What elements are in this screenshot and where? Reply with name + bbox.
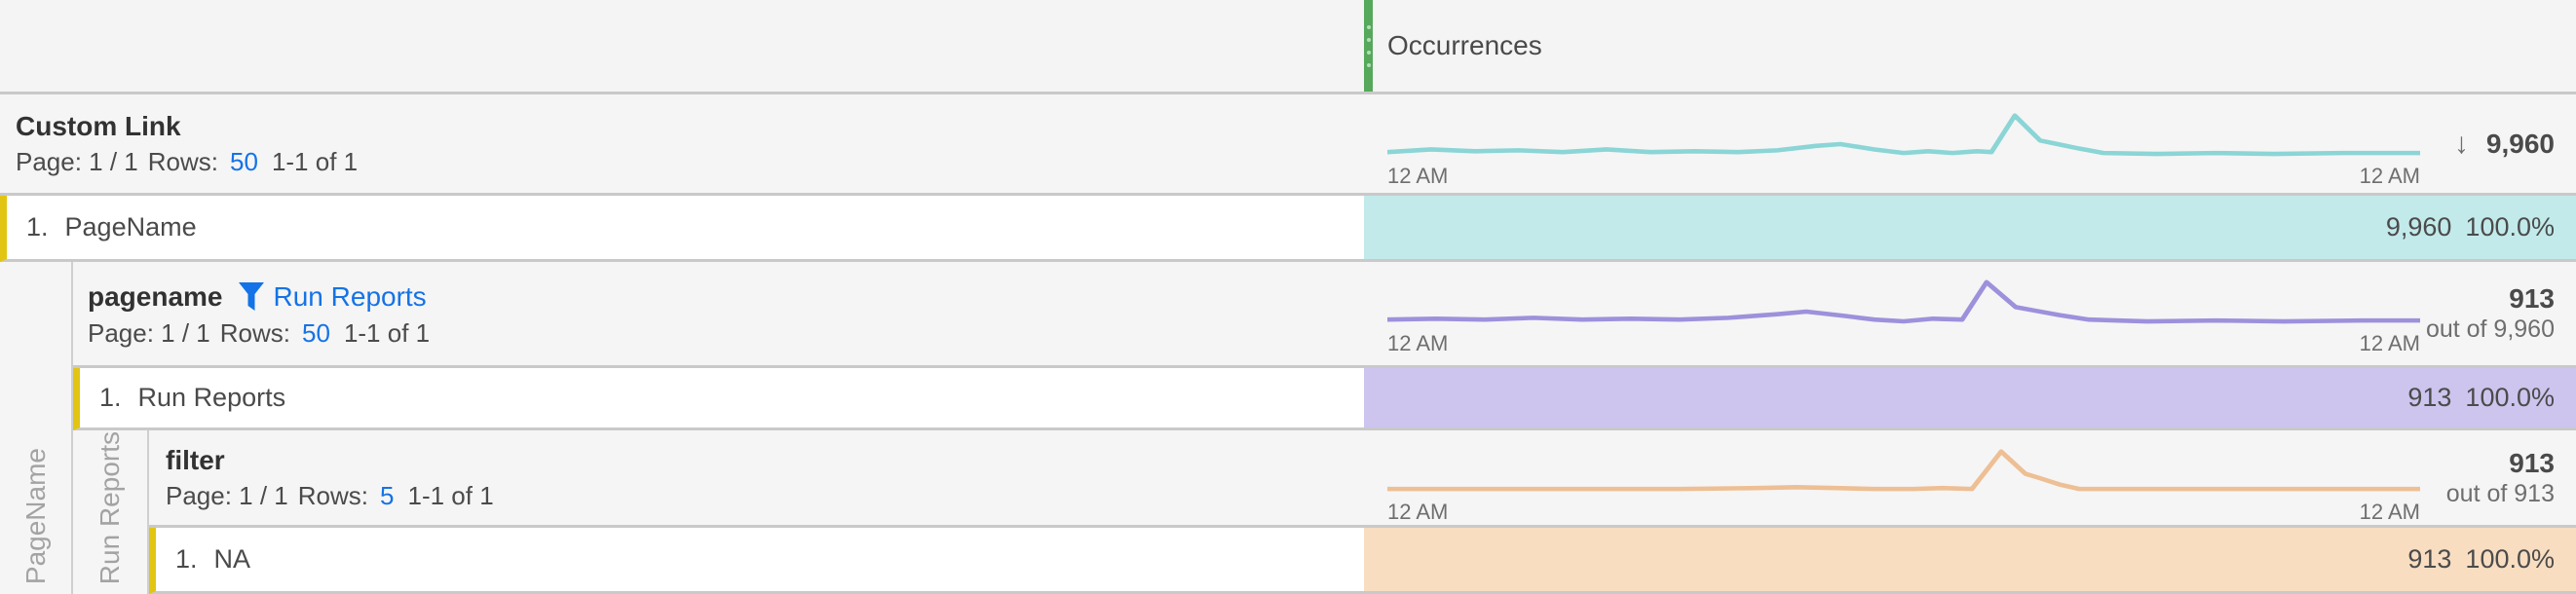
- handle-dot: [1366, 24, 1371, 29]
- sparkline-chart: [1387, 113, 2420, 157]
- column-header-occurrences[interactable]: Occurrences: [1387, 30, 1542, 60]
- table-row-pagename[interactable]: 1. PageName 9,960 100.0%: [0, 196, 2576, 262]
- sparkline-filter: 12 AM 12 AM: [1387, 438, 2420, 523]
- filter-icon[interactable]: [238, 281, 264, 312]
- section-title: filter: [166, 447, 494, 474]
- metric-cell: 12 AM 12 AM ↓ 9,960: [1364, 94, 2576, 193]
- handle-dot: [1366, 50, 1371, 55]
- bar-value: 9,960: [2385, 212, 2452, 241]
- rows-label: Rows:: [147, 147, 219, 176]
- out-of-value: out of 9,960: [2425, 316, 2555, 343]
- section-title-text: Custom Link: [16, 111, 181, 141]
- axis-end-label: 12 AM: [2359, 164, 2420, 188]
- row-range: 1-1 of 1: [271, 147, 359, 176]
- metric-cell: 12 AM 12 AM 913 out of 9,960: [1364, 262, 2576, 365]
- page-indicator: Page: 1 / 1: [88, 317, 210, 348]
- axis-start-label: 12 AM: [1387, 500, 1449, 524]
- sparkline-axis: 12 AM 12 AM: [1387, 501, 2420, 523]
- rows-label: Rows:: [297, 481, 369, 510]
- section-title: pagename Run Reports: [88, 280, 430, 312]
- breadcrumb-column-run-reports: Run Reports: [73, 430, 149, 594]
- row-label: 1. Run Reports: [99, 368, 285, 427]
- row-label: 1. PageName: [26, 196, 197, 259]
- bar-percent: 100.0%: [2465, 212, 2555, 241]
- row-range: 1-1 of 1: [407, 481, 494, 510]
- bar-value: 913: [2407, 544, 2452, 574]
- section-title: Custom Link: [16, 113, 358, 140]
- bar-percent: 100.0%: [2465, 544, 2555, 574]
- metric-summary: 913 out of 913: [2446, 430, 2555, 525]
- total-value: 913: [2509, 283, 2555, 314]
- sort-descending-icon[interactable]: ↓: [2453, 127, 2469, 160]
- row-label: 1. NA: [175, 528, 250, 591]
- sparkline-chart: [1387, 279, 2420, 324]
- bar-value: 913: [2407, 383, 2452, 412]
- section-custom-link: Custom Link Page: 1 / 1 Rows: 50 1-1 of …: [0, 94, 2576, 196]
- bar-percent: 100.0%: [2465, 383, 2555, 412]
- column-drag-handle[interactable]: [1364, 0, 1373, 92]
- table-row-run-reports[interactable]: 1. Run Reports 913 100.0%: [73, 368, 2576, 430]
- metric-summary: 913 out of 9,960: [2426, 262, 2555, 365]
- value-bar[interactable]: 913 100.0%: [1364, 368, 2576, 427]
- row-number: 1.: [99, 383, 122, 412]
- total-value: 9,960: [2485, 128, 2555, 159]
- page-indicator: Page: 1 / 1: [166, 481, 288, 510]
- section-title-text: filter: [166, 445, 225, 475]
- section-filter: filter Page: 1 / 1 Rows: 5 1-1 of 1 12 A…: [0, 430, 2576, 528]
- axis-end-label: 12 AM: [2359, 331, 2420, 355]
- section-title-text: pagename: [88, 280, 223, 312]
- row-range: 1-1 of 1: [343, 317, 431, 348]
- breadcrumb-vertical-label: Run Reports: [95, 430, 125, 584]
- handle-dot: [1366, 62, 1371, 67]
- row-number: 1.: [175, 544, 198, 574]
- value-bar[interactable]: 9,960 100.0%: [1364, 196, 2576, 259]
- out-of-value: out of 913: [2445, 479, 2555, 507]
- value-bar[interactable]: 913 100.0%: [1364, 528, 2576, 591]
- row-dimension-value: PageName: [64, 212, 197, 241]
- section-info: filter Page: 1 / 1 Rows: 5 1-1 of 1: [166, 430, 494, 525]
- rows-label: Rows:: [219, 317, 291, 348]
- sparkline-axis: 12 AM 12 AM: [1387, 166, 2420, 187]
- axis-start-label: 12 AM: [1387, 164, 1449, 188]
- total-value: 913: [2509, 447, 2555, 478]
- sparkline-custom-link: 12 AM 12 AM: [1387, 102, 2420, 187]
- section-info: pagename Run Reports Page: 1 / 1 Rows: 5…: [88, 262, 430, 365]
- breadcrumb-vertical-label: PageName: [19, 447, 51, 584]
- axis-start-label: 12 AM: [1387, 331, 1449, 355]
- handle-dot: [1366, 37, 1371, 42]
- sparkline-chart: [1387, 449, 2420, 492]
- pagination: Page: 1 / 1 Rows: 50 1-1 of 1: [88, 320, 430, 346]
- section-info: Custom Link Page: 1 / 1 Rows: 50 1-1 of …: [16, 94, 358, 193]
- axis-end-label: 12 AM: [2359, 500, 2420, 524]
- pagination: Page: 1 / 1 Rows: 5 1-1 of 1: [166, 483, 494, 508]
- page-indicator: Page: 1 / 1: [16, 147, 138, 176]
- filter-segment-link[interactable]: Run Reports: [273, 280, 427, 312]
- table-header: Occurrences: [0, 0, 2576, 94]
- rows-per-page-link[interactable]: 50: [230, 147, 258, 176]
- rows-per-page-link[interactable]: 50: [302, 317, 330, 348]
- row-dimension-value: Run Reports: [137, 383, 286, 412]
- rows-per-page-link[interactable]: 5: [380, 481, 395, 510]
- breadcrumb-column-pagename: PageName: [0, 262, 73, 594]
- section-pagename: pagename Run Reports Page: 1 / 1 Rows: 5…: [0, 262, 2576, 368]
- row-number: 1.: [26, 212, 49, 241]
- table-row-na[interactable]: 1. NA 913 100.0%: [149, 528, 2576, 594]
- metric-summary: ↓ 9,960: [2454, 94, 2555, 193]
- pagination: Page: 1 / 1 Rows: 50 1-1 of 1: [16, 149, 358, 174]
- metric-cell: 12 AM 12 AM 913 out of 913: [1364, 430, 2576, 525]
- row-dimension-value: NA: [213, 544, 251, 574]
- sparkline-pagename: 12 AM 12 AM: [1387, 270, 2420, 354]
- sparkline-axis: 12 AM 12 AM: [1387, 333, 2420, 354]
